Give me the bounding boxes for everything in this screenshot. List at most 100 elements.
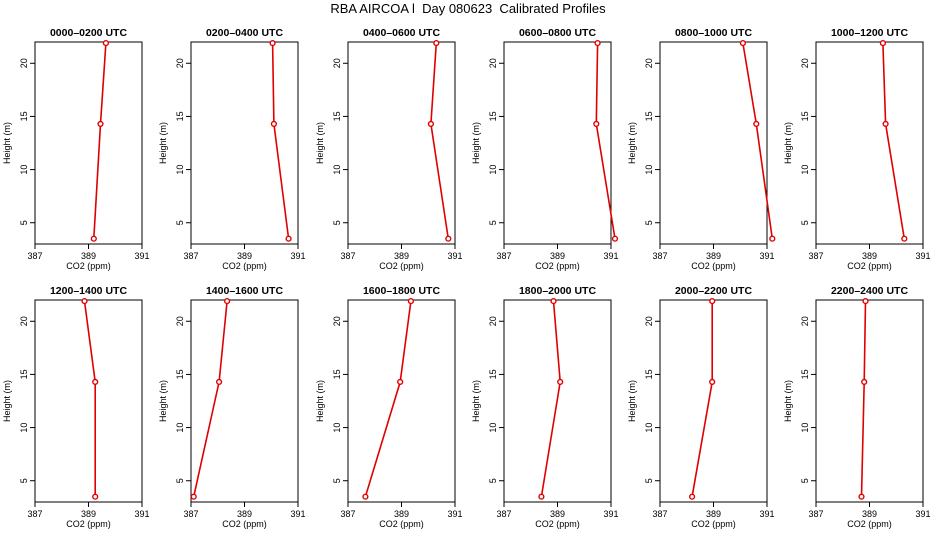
data-point: [688, 493, 696, 500]
panel-title: 2200–2400 UTC: [831, 285, 908, 297]
x-tick-label: 391: [915, 509, 930, 519]
x-tick-label: 389: [706, 509, 721, 519]
series-line: [882, 43, 906, 239]
data-point: [97, 120, 104, 128]
x-tick-label: 391: [134, 251, 149, 261]
x-axis-label: CO2 (ppm): [847, 261, 892, 271]
y-axis-label: Height (m): [158, 380, 168, 422]
y-tick-label: 5: [332, 220, 342, 225]
x-tick-label: 391: [915, 251, 930, 261]
panel-title: 0800–1000 UTC: [675, 27, 752, 39]
panel-title: 1000–1200 UTC: [831, 27, 908, 39]
y-axis-label: Height (m): [158, 122, 168, 164]
data-point: [81, 298, 88, 305]
series-line: [364, 300, 412, 497]
chart-panel: 1200–1400 UTC 387 389 391 5 10 15 20 CO2 (ppm) He…: [2, 285, 150, 529]
data-point: [769, 235, 776, 242]
y-axis-label: Height (m): [2, 122, 12, 164]
plot-frame: [815, 41, 924, 245]
plot-frame: [190, 299, 299, 503]
x-tick-label: 391: [759, 509, 774, 519]
data-point: [557, 378, 564, 386]
x-tick-label: 391: [290, 509, 305, 519]
y-axis-label: Height (m): [783, 122, 793, 164]
y-tick-label: 20: [800, 58, 810, 68]
panel-title: 1400–1600 UTC: [206, 285, 283, 297]
y-axis-label: Height (m): [315, 122, 325, 164]
panel-title: 1800–2000 UTC: [519, 285, 596, 297]
data-point: [102, 39, 110, 47]
data-point: [594, 39, 601, 47]
y-axis-label: Height (m): [627, 122, 637, 164]
panel-title: 0600–0800 UTC: [519, 27, 596, 39]
x-axis-label: CO2 (ppm): [66, 519, 111, 529]
x-axis-label: CO2 (ppm): [847, 519, 892, 529]
series-line: [691, 301, 714, 497]
series-line: [742, 42, 774, 239]
y-tick-label: 15: [644, 111, 654, 121]
data-point: [216, 378, 223, 386]
plot-frame: [659, 41, 768, 245]
panel-title: 0400–0600 UTC: [363, 27, 440, 39]
plot-frame: [34, 41, 143, 245]
y-tick-label: 15: [800, 369, 810, 379]
x-axis-label: CO2 (ppm): [691, 261, 736, 271]
data-point: [862, 298, 869, 305]
y-tick-label: 5: [800, 220, 810, 225]
page-title: RBA AIRCOA l Day 080623 Calibrated Profi…: [330, 1, 606, 16]
x-tick-label: 389: [81, 251, 96, 261]
y-tick-label: 10: [488, 423, 498, 433]
plot-frame: [347, 299, 456, 503]
plot-frame: [659, 299, 768, 503]
x-tick-label: 387: [496, 251, 511, 261]
x-axis-label: CO2 (ppm): [535, 519, 580, 529]
x-tick-label: 389: [862, 251, 877, 261]
x-tick-label: 391: [603, 509, 618, 519]
x-tick-label: 387: [808, 251, 823, 261]
series-line: [93, 43, 107, 239]
plot-frame: [347, 41, 456, 245]
data-point: [753, 120, 760, 128]
data-point: [270, 120, 278, 128]
x-tick-label: 389: [237, 251, 252, 261]
y-tick-label: 5: [488, 220, 498, 225]
y-tick-label: 15: [488, 111, 498, 121]
series-line: [192, 301, 228, 497]
data-point: [861, 378, 868, 386]
y-tick-label: 10: [644, 423, 654, 433]
data-point: [882, 120, 889, 128]
x-axis-label: CO2 (ppm): [535, 261, 580, 271]
data-point: [709, 298, 716, 305]
data-point: [879, 39, 887, 47]
y-tick-label: 20: [488, 316, 498, 326]
chart-panel: 0600–0800 UTC 387 389 391 5 10 15 20 CO2 (ppm) He…: [471, 27, 619, 271]
data-point: [90, 235, 97, 242]
y-tick-label: 5: [800, 478, 810, 483]
y-tick-label: 5: [488, 478, 498, 483]
y-tick-label: 15: [175, 111, 185, 121]
data-point: [92, 493, 99, 500]
x-tick-label: 391: [447, 251, 462, 261]
y-tick-label: 20: [19, 316, 29, 326]
x-tick-label: 387: [183, 251, 198, 261]
y-tick-label: 20: [19, 58, 29, 68]
data-point: [858, 493, 865, 500]
chart-panel: 0400–0600 UTC 387 389 391 5 10 15 20 CO2 (ppm) He…: [315, 27, 463, 271]
data-point: [901, 235, 908, 242]
chart-panel: 0200–0400 UTC 387 389 391 5 10 15 20 CO2 (ppm) He…: [158, 27, 306, 271]
data-point: [427, 120, 435, 128]
x-axis-label: CO2 (ppm): [379, 519, 424, 529]
series-line: [271, 43, 290, 239]
x-tick-label: 387: [652, 251, 667, 261]
y-tick-label: 10: [800, 423, 810, 433]
y-tick-label: 5: [644, 220, 654, 225]
data-point: [550, 298, 557, 305]
chart-panel: 0800–1000 UTC 387 389 391 5 10 15 20 CO2 (ppm) He…: [627, 27, 776, 271]
y-tick-label: 15: [800, 111, 810, 121]
chart-panel: 1400–1600 UTC 387 389 391 5 10 15 20 CO2 (ppm) He…: [158, 285, 306, 529]
y-tick-label: 15: [332, 369, 342, 379]
data-point: [445, 235, 452, 242]
data-point: [362, 493, 369, 500]
x-tick-label: 389: [237, 509, 252, 519]
